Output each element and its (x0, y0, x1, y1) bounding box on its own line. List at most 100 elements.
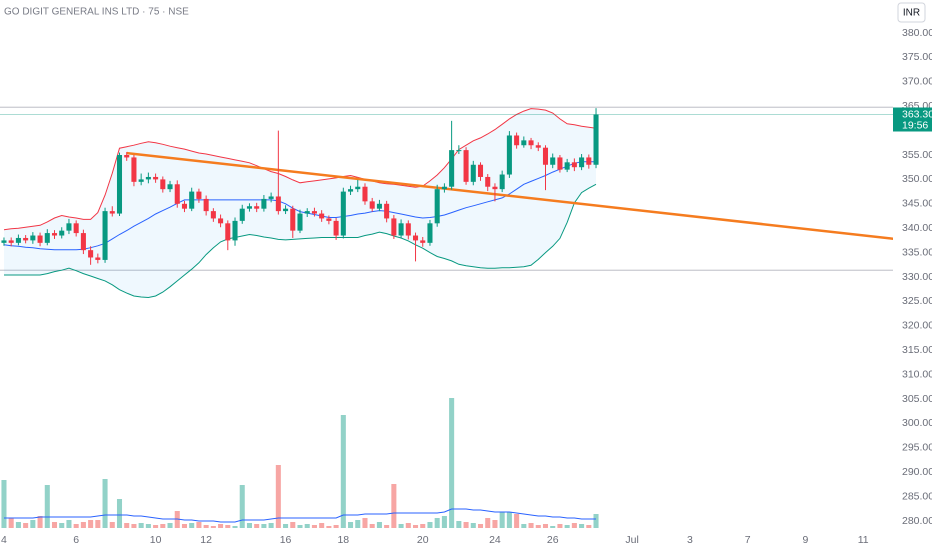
candle-body (246, 206, 252, 209)
x-tick-label: 11 (858, 534, 869, 546)
candle-body (73, 223, 79, 234)
candle-body (297, 213, 303, 231)
candle-body (116, 155, 123, 214)
volume-bar (571, 523, 577, 528)
candle-body (102, 211, 108, 260)
volume-bar (167, 523, 173, 528)
volume-bar (340, 415, 346, 528)
candle-body (95, 257, 101, 260)
x-tick-label: 24 (489, 534, 501, 546)
x-tick-label: 6 (73, 534, 79, 546)
volume-bar (275, 465, 281, 528)
candle-body (145, 176, 151, 180)
x-tick-label: 26 (547, 534, 559, 546)
candle-body (398, 223, 404, 236)
candle-body (485, 176, 491, 187)
y-tick-label: 350.00 (902, 173, 932, 185)
x-tick-label: 12 (200, 534, 212, 546)
volume-bar (124, 523, 130, 528)
candle-body (23, 237, 29, 241)
volume-bar (153, 525, 159, 528)
x-tick-label: 18 (337, 534, 349, 546)
candle-body (355, 186, 361, 190)
candle-body (131, 157, 137, 182)
volume-bar (506, 512, 512, 528)
candle-body (311, 211, 317, 214)
volume-bar (477, 524, 484, 528)
volume-bar (51, 522, 58, 528)
volume-bar (376, 522, 382, 528)
candle-body (153, 176, 159, 180)
volume-bar (499, 512, 505, 528)
candle-body (8, 240, 14, 243)
currency-button[interactable] (897, 2, 926, 23)
volume-bar (579, 524, 585, 528)
y-tick-label: 375.00 (902, 51, 932, 63)
candle-body (203, 198, 209, 212)
y-tick-label: 285.00 (902, 490, 932, 502)
x-tick-label: 16 (280, 534, 292, 546)
volume-bar (492, 520, 498, 528)
candle-body (535, 145, 541, 148)
y-tick-label: 340.00 (902, 222, 932, 234)
candle-body (290, 208, 296, 231)
y-tick-label: 305.00 (902, 393, 932, 405)
candle-body (138, 179, 144, 182)
volume-bar (44, 485, 50, 528)
candle-body (109, 211, 115, 214)
volume-bar (145, 524, 151, 528)
candle-body (218, 218, 224, 224)
volume-bar (116, 499, 123, 528)
candle-body (196, 191, 202, 199)
candle-body (463, 150, 469, 182)
bollinger-lower (4, 183, 597, 299)
candle-body (528, 140, 534, 146)
candle-body (66, 223, 72, 231)
candle-body (571, 162, 577, 168)
candle-body (239, 208, 245, 221)
candle-body (340, 191, 346, 236)
volume-bar (268, 523, 274, 528)
candle-body (326, 218, 332, 221)
candle-body (304, 211, 310, 214)
candle-body (80, 233, 86, 251)
candle-body (88, 250, 94, 258)
candle-body (51, 233, 58, 236)
volume-bar (391, 484, 397, 528)
volume-bar (384, 525, 390, 528)
currency-label[interactable]: INR (903, 8, 920, 19)
candle-body (492, 186, 498, 190)
candle-body (542, 147, 549, 165)
volume-bar (463, 522, 469, 528)
volume-bar (95, 520, 101, 528)
volume-bar (239, 485, 245, 528)
volume-bar (542, 524, 549, 528)
candle-body (369, 201, 375, 209)
volume-bar (138, 523, 144, 528)
candle-body (441, 186, 447, 190)
candle-body (470, 164, 476, 182)
volume-bar (261, 524, 267, 528)
volume-bar (550, 526, 556, 528)
volume-bar (405, 523, 411, 528)
candle-body (189, 191, 195, 209)
candle-body (181, 203, 188, 209)
y-tick-label: 355.00 (902, 149, 932, 161)
bollinger-upper (3, 108, 597, 231)
volume-bar (283, 524, 289, 528)
y-tick-label: 280.00 (902, 515, 932, 527)
y-tick-label: 310.00 (902, 368, 932, 380)
candle-body (384, 203, 390, 219)
volume-bar (160, 524, 166, 528)
volume-bar (88, 520, 94, 528)
candle-body (160, 179, 166, 190)
candle-body (579, 157, 585, 168)
y-tick-label: 300.00 (902, 417, 932, 429)
volume-bar (427, 522, 433, 528)
volume-bar (593, 514, 599, 528)
y-tick-label: 345.00 (902, 198, 932, 210)
candle-body (319, 213, 325, 219)
volume-bar (485, 518, 491, 528)
price-tag-label: 363.30 (902, 108, 932, 120)
